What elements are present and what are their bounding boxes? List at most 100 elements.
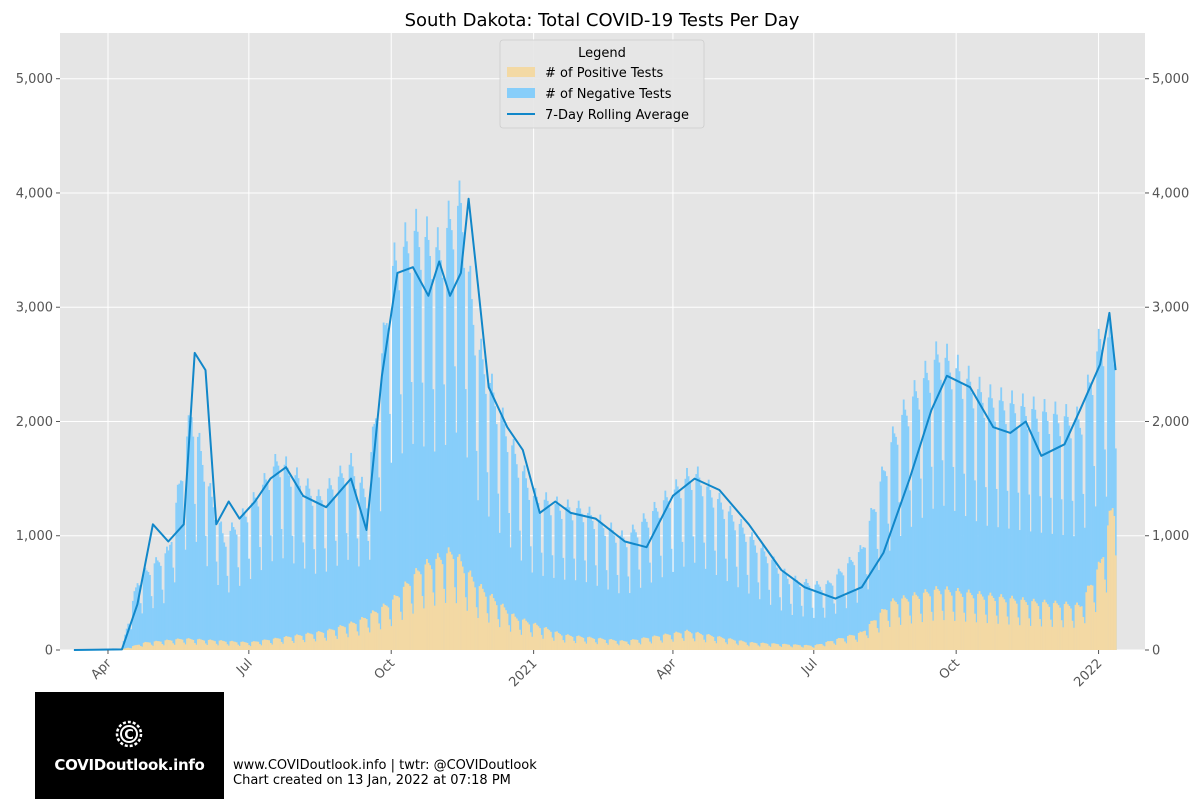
positive-bar — [198, 638, 201, 650]
negative-bar — [901, 414, 904, 650]
negative-bar — [808, 585, 811, 650]
positive-bar — [169, 640, 171, 650]
negative-bar — [518, 530, 521, 650]
negative-bar — [1028, 494, 1030, 650]
positive-bar — [291, 640, 294, 650]
negative-bar — [540, 552, 543, 650]
negative-bar — [484, 393, 487, 650]
negative-bar — [486, 472, 489, 650]
negative-bar — [243, 513, 246, 650]
negative-bar — [910, 526, 913, 650]
positive-bar — [203, 640, 206, 650]
positive-bar — [946, 586, 948, 650]
negative-bar — [203, 481, 206, 650]
positive-bar — [261, 640, 264, 650]
positive-bar — [254, 641, 257, 650]
negative-bar — [300, 496, 303, 650]
negative-bar — [520, 560, 523, 650]
negative-bar — [136, 583, 139, 650]
negative-bar — [789, 603, 792, 650]
positive-bar — [850, 635, 852, 650]
negative-bar — [466, 457, 469, 650]
negative-bar — [183, 524, 185, 650]
positive-bar — [232, 641, 235, 650]
positive-bar — [1011, 595, 1013, 650]
positive-bar — [557, 632, 560, 650]
positive-bar — [1062, 627, 1065, 650]
negative-bar — [206, 566, 209, 650]
negative-bar — [641, 521, 644, 650]
positive-bar — [645, 637, 648, 650]
negative-bar — [788, 584, 791, 650]
positive-bar — [984, 614, 987, 650]
positive-bar — [492, 598, 495, 650]
negative-bar — [390, 462, 393, 650]
negative-bar — [1088, 382, 1091, 650]
negative-bar — [432, 389, 435, 650]
negative-bar — [1049, 497, 1052, 650]
positive-bar — [413, 574, 416, 650]
negative-bar — [839, 571, 842, 650]
negative-bar — [258, 547, 261, 650]
negative-bar — [512, 438, 515, 650]
negative-bar — [587, 512, 589, 650]
negative-bar — [449, 219, 452, 650]
negative-bar — [709, 490, 712, 650]
negative-bar — [504, 436, 507, 650]
negative-bar — [234, 529, 236, 650]
positive-bar — [407, 583, 410, 650]
positive-bar — [831, 641, 834, 650]
negative-bar — [404, 222, 407, 650]
positive-bar — [147, 642, 150, 650]
positive-bar — [794, 644, 797, 650]
positive-bar — [460, 561, 462, 650]
positive-bar — [457, 556, 459, 650]
x-tick-label: Oct — [372, 656, 399, 683]
negative-bar — [1065, 404, 1068, 650]
positive-bar — [200, 639, 202, 650]
negative-bar — [1032, 396, 1035, 650]
negative-bar — [474, 355, 476, 650]
positive-bar — [251, 641, 253, 650]
positive-bar — [1111, 508, 1114, 650]
negative-bar — [370, 452, 373, 650]
positive-bar — [514, 616, 517, 650]
positive-bar — [1083, 623, 1086, 650]
negative-bar — [535, 496, 538, 650]
negative-bar — [599, 514, 602, 650]
positive-bar — [983, 599, 986, 650]
positive-bar — [888, 626, 891, 650]
x-tick-label: Jul — [233, 656, 255, 678]
negative-bar — [218, 522, 221, 650]
positive-bar — [600, 638, 603, 650]
negative-bar — [755, 552, 758, 650]
negative-bar — [196, 436, 199, 650]
positive-bar — [286, 636, 289, 650]
negative-bar — [545, 492, 548, 650]
positive-bar — [797, 644, 800, 650]
negative-bar — [294, 475, 297, 650]
positive-bar — [1052, 603, 1055, 650]
negative-bar — [525, 478, 527, 650]
negative-bar — [532, 495, 535, 650]
positive-bar — [859, 631, 862, 650]
negative-bar — [918, 409, 921, 650]
positive-bar — [1063, 603, 1066, 650]
positive-bar — [590, 637, 592, 650]
positive-bar — [193, 643, 196, 650]
positive-bar — [351, 622, 354, 650]
negative-bar — [639, 587, 642, 650]
positive-bar — [908, 615, 911, 650]
positive-bar — [1071, 620, 1074, 650]
negative-bar — [275, 461, 278, 650]
positive-bar — [788, 644, 791, 650]
positive-bar — [611, 639, 614, 650]
negative-bar — [1054, 401, 1057, 650]
negative-bar — [925, 372, 928, 650]
negative-bar — [269, 535, 272, 650]
negative-bar — [251, 502, 253, 650]
negative-bar — [817, 584, 820, 650]
negative-bar — [946, 343, 948, 650]
negative-bar — [189, 417, 192, 650]
negative-bar — [296, 467, 298, 650]
